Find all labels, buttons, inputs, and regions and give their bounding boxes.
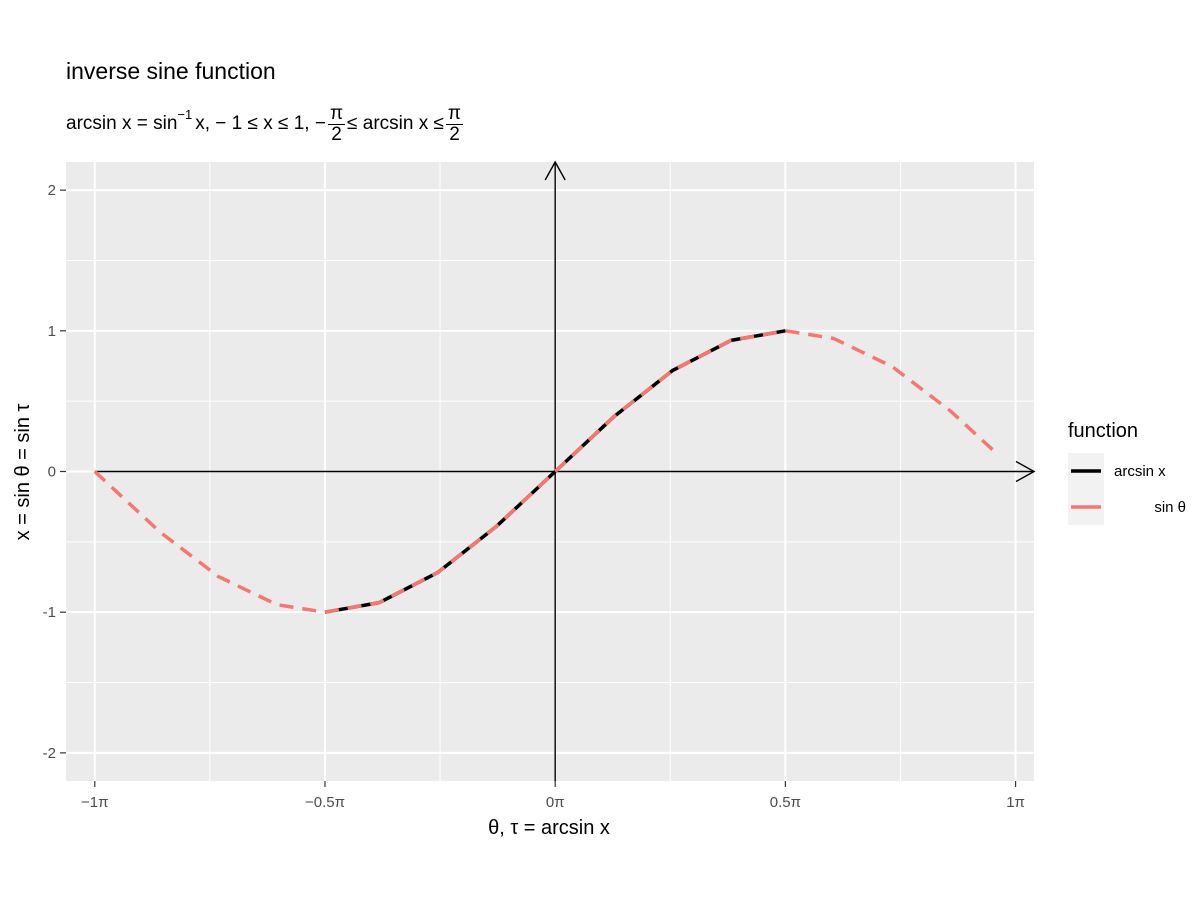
x-tick-label: 0π	[546, 794, 565, 811]
y-axis-label: x = sin θ = sin τ	[12, 403, 34, 540]
fraction-2-numerator: π	[445, 102, 464, 125]
x-axis-arrowhead	[1015, 460, 1036, 483]
chart-subtitle: arcsin x = sin −1 x, − 1 ≤ x ≤ 1, − π 2 …	[66, 94, 465, 154]
subtitle-mid: x, − 1 ≤ x ≤ 1, −	[195, 113, 326, 134]
fraction-2-denominator: 2	[449, 123, 460, 145]
fraction-1-denominator: 2	[331, 123, 342, 145]
fraction-1-numerator: π	[327, 102, 346, 125]
y-tick-label: -1	[43, 604, 56, 621]
y-tick-label: 2	[48, 182, 56, 199]
y-tick-label: 0	[48, 464, 56, 481]
legend-key-arcsin	[1068, 453, 1104, 489]
chart-title: inverse sine function	[66, 58, 276, 84]
subtitle-relation: ≤ arcsin x ≤	[347, 113, 444, 134]
subtitle-fraction-2: π 2	[445, 102, 464, 145]
axis-ticks: −1π −0.5π 0π 0.5π 1π -2 -1 0 1 2	[43, 182, 1025, 811]
legend-entry-arcsin: arcsin x	[1068, 453, 1200, 489]
legend-label-sin: sin θ	[1154, 498, 1186, 516]
x-tick-label: −1π	[81, 794, 108, 811]
x-axis-label: θ, τ = arcsin x	[488, 817, 610, 839]
series-lines	[93, 329, 996, 614]
minor-grid	[66, 162, 1034, 781]
y-axis-arrowhead	[544, 160, 566, 181]
y-tick-label: 1	[48, 323, 56, 340]
legend-entry-sin: sin θ	[1068, 489, 1200, 525]
legend-label-arcsin: arcsin x	[1114, 462, 1166, 480]
subtitle-superscript: −1	[177, 106, 193, 122]
x-tick-label: −0.5π	[305, 794, 345, 811]
legend-title: function	[1068, 420, 1139, 442]
subtitle-lhs: arcsin x = sin	[66, 113, 178, 134]
series-line-sin	[93, 329, 996, 614]
y-tick-label: -2	[43, 745, 56, 762]
x-tick-label: 1π	[1006, 794, 1025, 811]
legend: function arcsin x sin θ	[1068, 420, 1200, 525]
x-tick-label: 0.5π	[770, 794, 801, 811]
subtitle-fraction-1: π 2	[327, 102, 346, 145]
legend-key-sin	[1068, 489, 1104, 525]
